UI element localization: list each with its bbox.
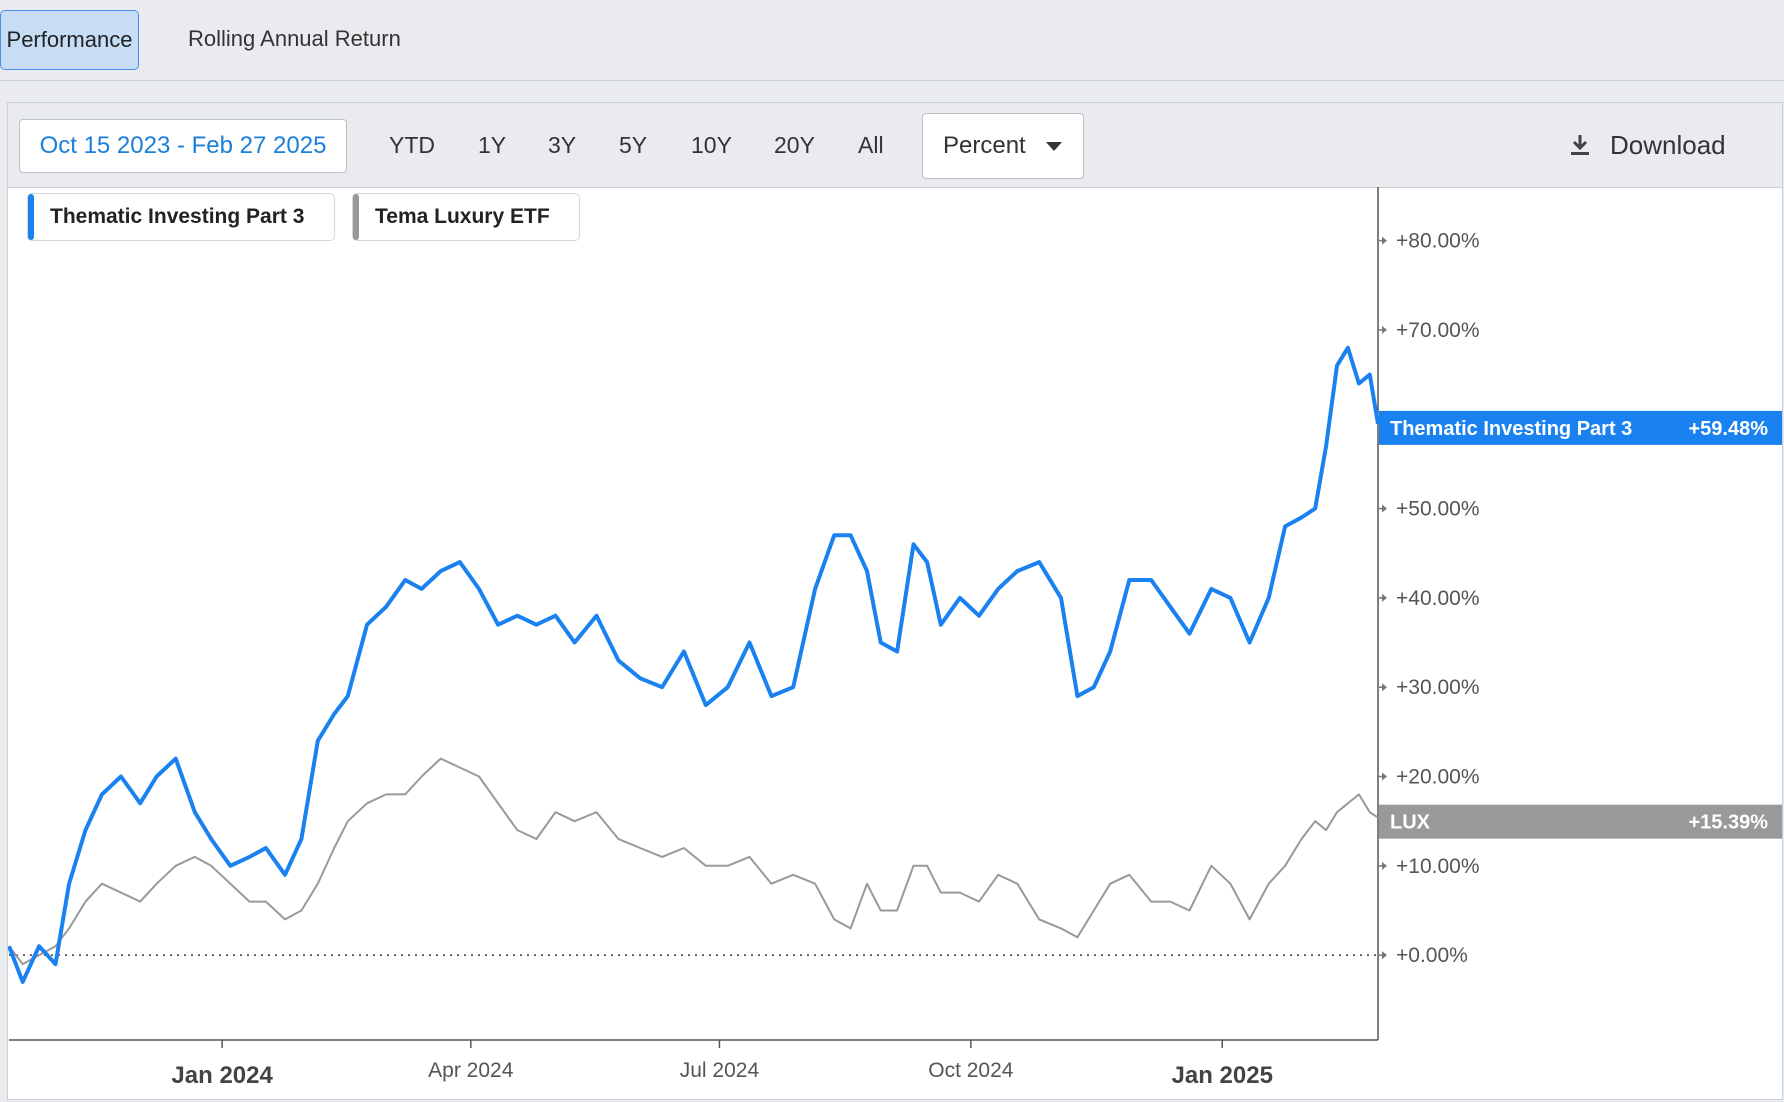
x-tick-label: Jul 2024 bbox=[680, 1059, 760, 1082]
period-all-button[interactable]: All bbox=[858, 132, 884, 158]
series-end-label-value: +59.48% bbox=[1688, 418, 1768, 440]
series-end-label-bg bbox=[1379, 804, 1782, 839]
y-tick-label: +50.00% bbox=[1396, 498, 1480, 521]
series-end-label-name: LUX bbox=[1390, 812, 1431, 834]
y-tick-arrow bbox=[1382, 951, 1387, 960]
y-tick-label: +10.00% bbox=[1396, 855, 1480, 878]
series-end-label-bg bbox=[1379, 410, 1782, 445]
x-tick-label: Jan 2024 bbox=[171, 1062, 273, 1089]
y-tick-arrow bbox=[1382, 504, 1387, 513]
period-20y-button[interactable]: 20Y bbox=[774, 132, 815, 158]
y-tick-label: +40.00% bbox=[1396, 587, 1480, 610]
tab-performance[interactable]: Performance bbox=[0, 10, 139, 70]
caret-down-icon bbox=[1046, 142, 1062, 151]
date-range-picker[interactable]: Oct 15 2023 - Feb 27 2025 bbox=[19, 119, 347, 173]
display-mode-value: Percent bbox=[943, 132, 1026, 159]
y-tick-label: +80.00% bbox=[1396, 230, 1480, 253]
series-end-label-name: Thematic Investing Part 3 bbox=[1390, 418, 1632, 440]
y-tick-arrow bbox=[1382, 236, 1387, 245]
period-1y-button[interactable]: 1Y bbox=[478, 132, 507, 158]
x-tick-label: Jan 2025 bbox=[1172, 1062, 1273, 1089]
period-5y-button[interactable]: 5Y bbox=[619, 132, 648, 158]
y-tick-arrow bbox=[1382, 683, 1387, 692]
chart-panel: Oct 15 2023 - Feb 27 2025 YTD 1Y 3Y 5Y 1… bbox=[7, 102, 1783, 1100]
view-tabs-bar: Performance Rolling Annual Return bbox=[0, 0, 1784, 81]
display-mode-select[interactable]: Percent bbox=[922, 113, 1084, 179]
tab-rolling-annual-return[interactable]: Rolling Annual Return bbox=[188, 26, 401, 51]
y-tick-arrow bbox=[1382, 861, 1387, 870]
x-tick-label: Oct 2024 bbox=[928, 1059, 1014, 1082]
legend-item-thematic-investing[interactable]: Thematic Investing Part 3 bbox=[27, 193, 335, 241]
download-label: Download bbox=[1610, 130, 1726, 160]
period-3y-button[interactable]: 3Y bbox=[548, 132, 577, 158]
y-tick-label: +70.00% bbox=[1396, 319, 1480, 342]
legend-swatch-gray bbox=[353, 194, 359, 240]
y-tick-label: +30.00% bbox=[1396, 676, 1480, 699]
download-icon bbox=[1571, 135, 1589, 155]
y-tick-arrow bbox=[1382, 772, 1387, 781]
y-tick-label: +0.00% bbox=[1396, 944, 1468, 967]
period-10y-button[interactable]: 10Y bbox=[691, 132, 732, 158]
series-line bbox=[8, 345, 1380, 984]
performance-chart: +0.00% +10.00% +20.00% +30.00% +40.00% +50.00… bbox=[8, 187, 1782, 1089]
legend-label: Thematic Investing Part 3 bbox=[50, 205, 305, 228]
y-tick-arrow bbox=[1382, 593, 1387, 602]
y-tick-arrow bbox=[1382, 325, 1387, 334]
legend-item-tema-luxury[interactable]: Tema Luxury ETF bbox=[352, 193, 580, 241]
x-tick-label: Apr 2024 bbox=[428, 1059, 514, 1082]
y-tick-label: +20.00% bbox=[1396, 766, 1480, 789]
series-end-label-value: +15.39% bbox=[1688, 812, 1768, 834]
chart-toolbar: Oct 15 2023 - Feb 27 2025 YTD 1Y 3Y 5Y 1… bbox=[8, 103, 1782, 188]
series-line bbox=[8, 757, 1379, 966]
period-ytd-button[interactable]: YTD bbox=[389, 132, 435, 158]
legend-swatch-blue bbox=[28, 194, 34, 240]
legend-label: Tema Luxury ETF bbox=[375, 205, 550, 228]
